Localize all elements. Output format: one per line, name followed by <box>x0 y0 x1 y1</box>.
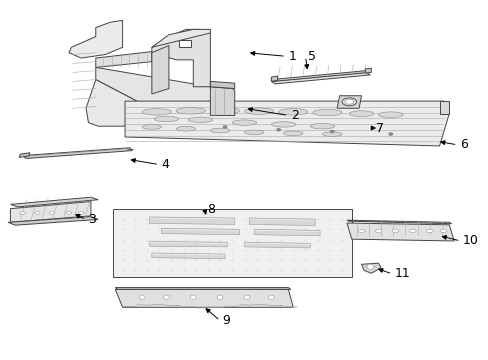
Polygon shape <box>8 217 98 225</box>
Polygon shape <box>149 242 227 247</box>
Text: 5: 5 <box>307 50 315 63</box>
Circle shape <box>190 295 196 300</box>
Circle shape <box>366 264 373 269</box>
Ellipse shape <box>310 123 334 129</box>
Polygon shape <box>210 87 234 116</box>
Polygon shape <box>22 148 132 158</box>
Text: 1: 1 <box>288 50 296 63</box>
Polygon shape <box>365 68 370 73</box>
Ellipse shape <box>378 112 402 118</box>
Polygon shape <box>152 30 210 47</box>
Ellipse shape <box>244 108 273 114</box>
Ellipse shape <box>20 212 25 214</box>
Polygon shape <box>152 30 210 87</box>
Polygon shape <box>271 71 368 81</box>
Ellipse shape <box>49 212 55 214</box>
Ellipse shape <box>142 125 161 129</box>
Text: 9: 9 <box>222 314 230 327</box>
Circle shape <box>163 295 169 300</box>
Ellipse shape <box>154 116 178 122</box>
Polygon shape <box>271 76 277 81</box>
Polygon shape <box>115 289 293 307</box>
Polygon shape <box>161 228 239 235</box>
Ellipse shape <box>210 128 229 133</box>
Ellipse shape <box>426 229 432 233</box>
Ellipse shape <box>408 229 415 233</box>
Circle shape <box>217 295 223 300</box>
Polygon shape <box>10 202 91 222</box>
Polygon shape <box>244 242 310 248</box>
Circle shape <box>244 295 249 300</box>
Ellipse shape <box>232 120 256 125</box>
Ellipse shape <box>348 111 373 117</box>
Circle shape <box>387 132 392 136</box>
Ellipse shape <box>176 126 195 131</box>
Text: 6: 6 <box>459 138 467 151</box>
Polygon shape <box>346 220 451 224</box>
Ellipse shape <box>244 130 264 135</box>
Circle shape <box>329 130 334 134</box>
Ellipse shape <box>322 132 341 136</box>
Polygon shape <box>152 253 224 259</box>
Polygon shape <box>361 263 380 273</box>
Text: 10: 10 <box>462 234 478 247</box>
Text: 2: 2 <box>290 109 298 122</box>
Polygon shape <box>210 81 234 89</box>
Text: 7: 7 <box>375 122 384 135</box>
Ellipse shape <box>34 212 40 214</box>
Polygon shape <box>149 217 234 225</box>
Ellipse shape <box>439 229 446 233</box>
Ellipse shape <box>142 109 171 115</box>
Ellipse shape <box>341 98 356 106</box>
Ellipse shape <box>312 109 341 116</box>
Polygon shape <box>96 51 152 67</box>
Ellipse shape <box>176 108 205 114</box>
Polygon shape <box>271 72 369 84</box>
Text: 3: 3 <box>88 213 96 226</box>
Polygon shape <box>346 223 453 241</box>
Circle shape <box>139 295 145 300</box>
Polygon shape <box>249 218 315 226</box>
Text: 11: 11 <box>394 267 409 280</box>
Polygon shape <box>113 209 351 277</box>
Polygon shape <box>69 21 122 58</box>
Polygon shape <box>336 96 361 108</box>
Ellipse shape <box>271 122 295 127</box>
Ellipse shape <box>78 212 84 214</box>
Ellipse shape <box>344 99 353 104</box>
Polygon shape <box>86 80 152 126</box>
Ellipse shape <box>66 212 72 214</box>
Text: 8: 8 <box>206 203 215 216</box>
Polygon shape <box>96 67 215 109</box>
Polygon shape <box>10 197 98 207</box>
Polygon shape <box>152 45 168 94</box>
Ellipse shape <box>391 229 398 233</box>
Polygon shape <box>439 101 448 114</box>
Text: 4: 4 <box>161 158 169 171</box>
Ellipse shape <box>357 229 364 233</box>
Ellipse shape <box>283 131 303 136</box>
Ellipse shape <box>188 117 212 122</box>
Polygon shape <box>125 101 448 146</box>
Polygon shape <box>178 40 190 47</box>
Ellipse shape <box>374 229 381 233</box>
Polygon shape <box>254 229 320 236</box>
Circle shape <box>222 125 227 129</box>
Circle shape <box>276 128 281 132</box>
Ellipse shape <box>210 108 239 114</box>
Ellipse shape <box>278 109 307 115</box>
Circle shape <box>268 295 274 300</box>
Polygon shape <box>115 288 290 289</box>
Polygon shape <box>19 153 30 157</box>
